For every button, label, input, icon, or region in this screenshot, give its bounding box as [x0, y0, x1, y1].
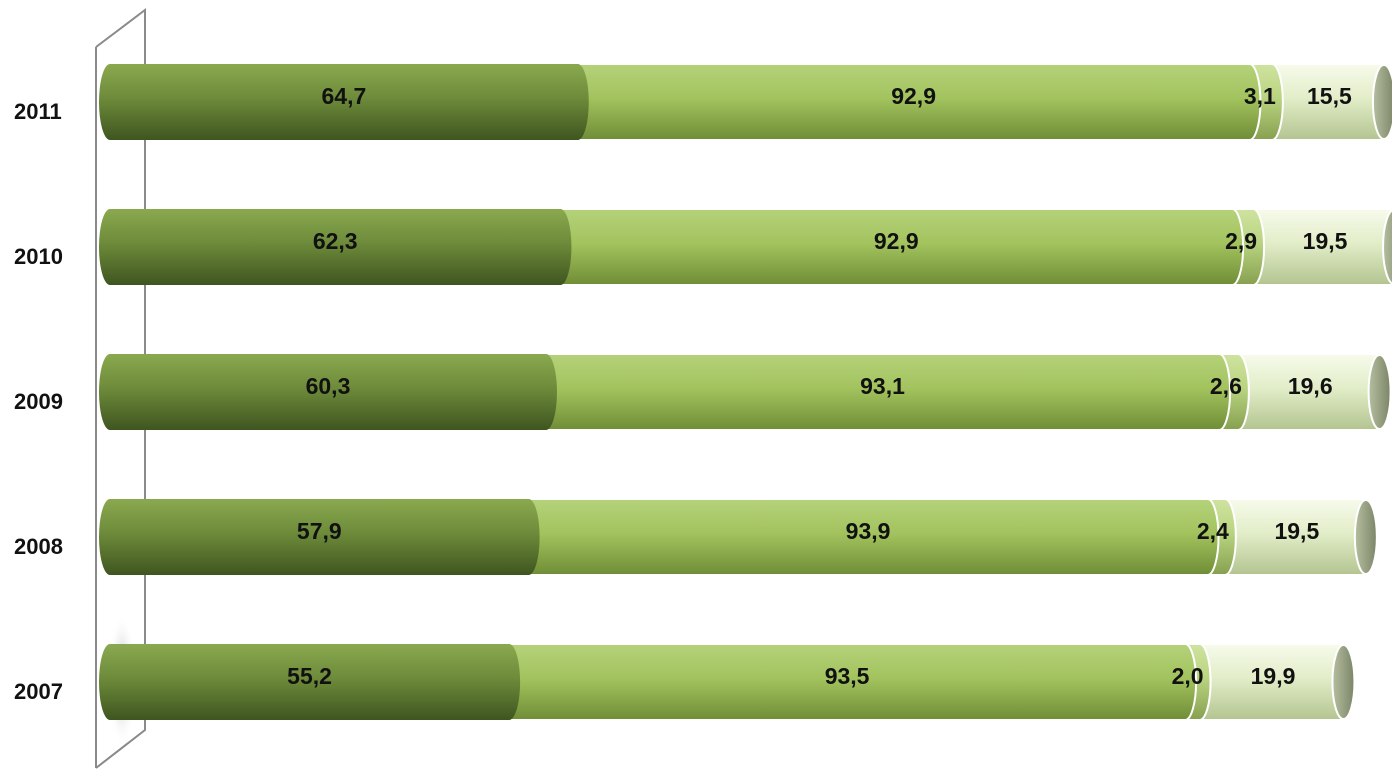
- data-label-2007-93-5: 93,5: [825, 663, 870, 689]
- category-label-2009: 2009: [14, 389, 63, 414]
- data-label-2010-92-9: 92,9: [874, 228, 919, 254]
- bars-layer: [99, 63, 1392, 721]
- bar-left-end-2008: [105, 499, 116, 575]
- bar-segment-2007-1: [99, 644, 521, 720]
- data-label-2011-3-1: 3,1: [1244, 83, 1276, 109]
- data-label-2008-2-4: 2,4: [1197, 518, 1229, 544]
- data-label-2011-92-9: 92,9: [891, 83, 936, 109]
- data-label-2009-93-1: 93,1: [860, 373, 905, 399]
- bar-end-cap-2009: [1367, 354, 1392, 430]
- category-label-2010: 2010: [14, 244, 63, 269]
- data-label-2009-60-3: 60,3: [306, 373, 351, 399]
- data-label-2011-15-5: 15,5: [1307, 83, 1352, 109]
- category-label-2007: 2007: [14, 679, 63, 704]
- bar-segment-2009-1: [99, 354, 557, 430]
- data-label-2009-19-6: 19,6: [1288, 373, 1333, 399]
- bar-end-cap-2010: [1382, 209, 1392, 285]
- data-label-2010-2-9: 2,9: [1225, 228, 1257, 254]
- labels-layer: 64,7 92,9 3,1 15,5 2011 62,3 92,9 2,9 19,5 2010 60…: [14, 83, 1352, 704]
- bar-end-cap-2011: [1371, 64, 1392, 140]
- data-label-2007-2-0: 2,0: [1172, 663, 1204, 689]
- data-label-2009-2-6: 2,6: [1210, 373, 1242, 399]
- data-label-2010-62-3: 62,3: [313, 228, 358, 254]
- data-label-2010-19-5: 19,5: [1303, 228, 1348, 254]
- bar-left-end-2011: [105, 64, 116, 140]
- bar-segment-2011-1: [99, 64, 589, 140]
- data-label-2011-64-7: 64,7: [322, 83, 367, 109]
- bar-segment-2008-1: [99, 499, 540, 575]
- data-label-2007-19-9: 19,9: [1251, 663, 1296, 689]
- category-label-2011: 2011: [14, 99, 62, 124]
- data-label-2007-55-2: 55,2: [287, 663, 332, 689]
- bar-left-end-2010: [105, 209, 116, 285]
- data-label-2008-57-9: 57,9: [297, 518, 342, 544]
- bar-end-cap-2007: [1331, 644, 1356, 720]
- data-label-2008-93-9: 93,9: [846, 518, 891, 544]
- bar-segment-2010-1: [99, 209, 572, 285]
- bar-end-cap-2008: [1353, 499, 1378, 575]
- bar-left-end-2007: [105, 644, 116, 720]
- data-label-2008-19-5: 19,5: [1274, 518, 1319, 544]
- bar-left-end-2009: [105, 354, 116, 430]
- category-label-2008: 2008: [14, 534, 63, 559]
